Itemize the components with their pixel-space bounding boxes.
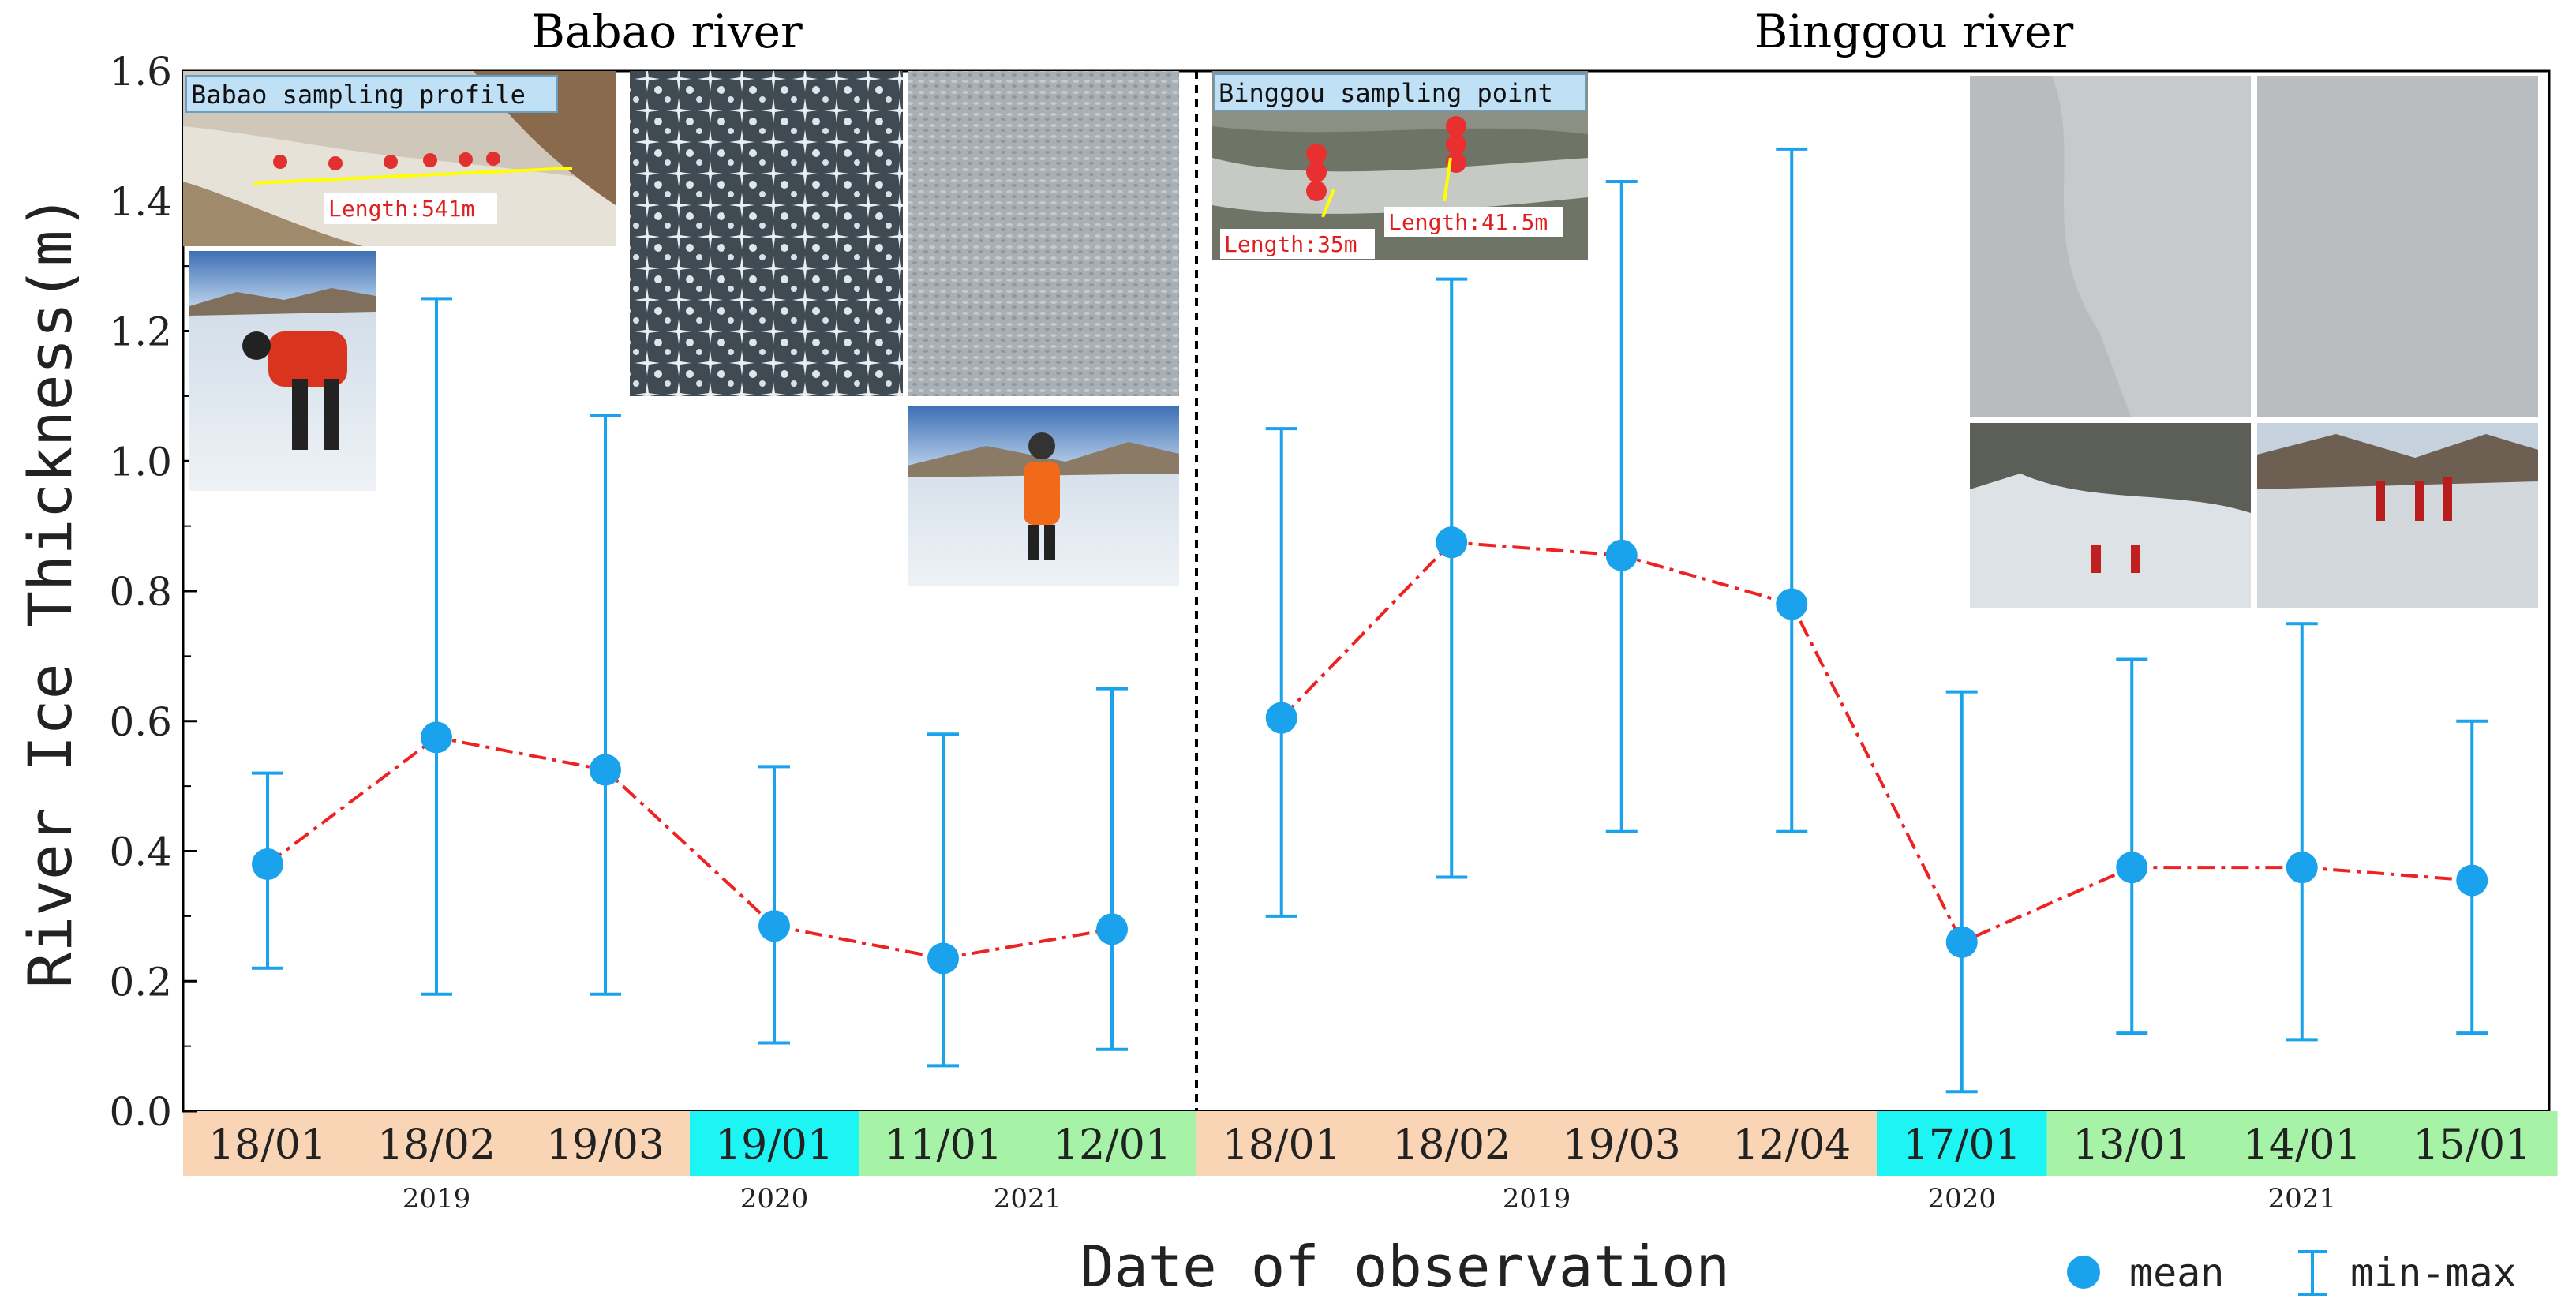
mean-point <box>758 910 790 942</box>
year-label: 2020 <box>740 1183 809 1215</box>
year-band-2020 <box>1877 1111 2047 1176</box>
binggou-ice-photo-2 <box>2257 76 2538 417</box>
mean-point <box>1096 913 1128 945</box>
mean-point <box>1605 539 1638 571</box>
year-labels: 2019 2020 2021 2019 2020 2021 <box>402 1183 2336 1215</box>
binggou-team-photo-1 <box>1970 423 2251 608</box>
y-tick-label: 0.8 <box>109 569 172 615</box>
legend-range-marker <box>2298 1250 2327 1296</box>
year-band-2019 <box>1366 1111 1537 1176</box>
year-band-2019 <box>352 1111 522 1176</box>
year-band-2019 <box>1196 1111 1367 1176</box>
mean-point <box>421 721 452 754</box>
mean-point <box>2116 852 2148 884</box>
year-label: 2019 <box>1503 1183 1571 1215</box>
x-tick-label: 18/01 <box>208 1121 327 1169</box>
mean-point <box>2456 864 2488 897</box>
x-tick-label: 12/01 <box>1053 1121 1171 1169</box>
x-tick-label: 12/04 <box>1732 1121 1851 1169</box>
y-axis: 0.0 0.2 0.4 0.6 0.8 1.0 1.2 1.4 1.6 <box>109 49 197 1135</box>
y-tick-label: 0.2 <box>109 959 172 1005</box>
panel-title-babao: Babao river <box>531 5 803 58</box>
binggou-point-map: Binggou sampling point Length:35m Length… <box>1212 71 1588 260</box>
year-band-2019 <box>1537 1111 1707 1176</box>
mean-point <box>590 754 621 786</box>
year-bands <box>183 1111 2558 1176</box>
x-tick-label: 17/01 <box>1903 1121 2021 1169</box>
x-tick-label: 14/01 <box>2243 1121 2361 1169</box>
mean-point <box>1945 926 1978 958</box>
year-label: 2019 <box>402 1183 471 1215</box>
granular-ice-photo <box>908 71 1179 396</box>
mean-point <box>1265 702 1297 734</box>
x-tick-label: 18/01 <box>1222 1121 1341 1169</box>
mean-point <box>252 848 283 880</box>
year-band-2021 <box>1028 1111 1197 1176</box>
y-tick-label: 0.0 <box>109 1089 172 1135</box>
x-tick-label: 19/03 <box>1563 1121 1681 1169</box>
year-band-2021 <box>2387 1111 2558 1176</box>
legend-range-label: min-max <box>2350 1250 2517 1296</box>
year-band-2019 <box>521 1111 691 1176</box>
babao-profile-caption: Babao sampling profile <box>191 80 526 110</box>
year-band-2021 <box>859 1111 1028 1176</box>
year-band-2021 <box>2046 1111 2218 1176</box>
mean-point <box>2286 852 2318 884</box>
y-tick-label: 1.4 <box>109 179 172 225</box>
frost-flowers-photo <box>630 71 903 396</box>
year-band-2019 <box>1706 1111 1878 1176</box>
babao-standing-photo <box>908 406 1179 586</box>
y-tick-label: 1.6 <box>109 49 172 95</box>
y-tick-label: 1.0 <box>109 439 172 485</box>
mean-trend-lines <box>266 541 2473 960</box>
babao-length-label: Length:541m <box>328 196 474 222</box>
y-tick-label: 0.4 <box>109 829 172 875</box>
binggou-length-left: Length:35m <box>1224 231 1357 257</box>
x-tick-label: 13/01 <box>2072 1121 2191 1169</box>
binggou-length-right: Length:41.5m <box>1388 209 1548 235</box>
babao-person-photo <box>189 251 376 491</box>
x-tick-label: 15/01 <box>2413 1121 2531 1169</box>
babao-profile-map: Babao sampling profile Length:541m <box>183 71 616 246</box>
y-tick-label: 1.2 <box>109 309 172 355</box>
year-label: 2020 <box>1927 1183 1996 1215</box>
x-tick-label: 11/01 <box>884 1121 1002 1169</box>
mean-point <box>1436 526 1468 559</box>
mean-trend-line <box>266 736 1113 960</box>
binggou-ice-photo-1-texture <box>2052 76 2251 417</box>
mean-trend-line <box>1280 541 2473 945</box>
y-tick-label: 0.6 <box>109 699 172 745</box>
legend-mean-marker <box>2067 1256 2100 1289</box>
x-tick-label: 19/03 <box>546 1121 665 1169</box>
photo-insets: Babao sampling profile Length:541m <box>183 71 2538 608</box>
x-tick-labels: 18/01 18/02 19/03 19/01 11/01 12/01 18/01 18/02… <box>208 1121 2531 1169</box>
year-band-2021 <box>2217 1111 2387 1176</box>
mean-point <box>927 942 959 975</box>
x-axis-label: Date of observation <box>1080 1234 1730 1300</box>
year-band-2019 <box>183 1111 353 1176</box>
x-tick-label: 19/01 <box>715 1121 833 1169</box>
legend: mean min-max <box>2067 1250 2517 1296</box>
year-band-2020 <box>690 1111 859 1176</box>
binggou-team-photo-2 <box>2257 423 2538 608</box>
panel-title-binggou: Binggou river <box>1754 5 2074 58</box>
x-tick-label: 18/02 <box>377 1121 496 1169</box>
x-tick-label: 18/02 <box>1392 1121 1511 1169</box>
y-axis-label: River Ice Thickness(m) <box>15 194 85 989</box>
year-label: 2021 <box>2267 1183 2336 1215</box>
binggou-point-caption: Binggou sampling point <box>1219 78 1553 108</box>
mean-point <box>1776 588 1808 620</box>
year-label: 2021 <box>994 1183 1062 1215</box>
legend-mean-label: mean <box>2129 1250 2224 1296</box>
mean-markers <box>252 526 2488 975</box>
